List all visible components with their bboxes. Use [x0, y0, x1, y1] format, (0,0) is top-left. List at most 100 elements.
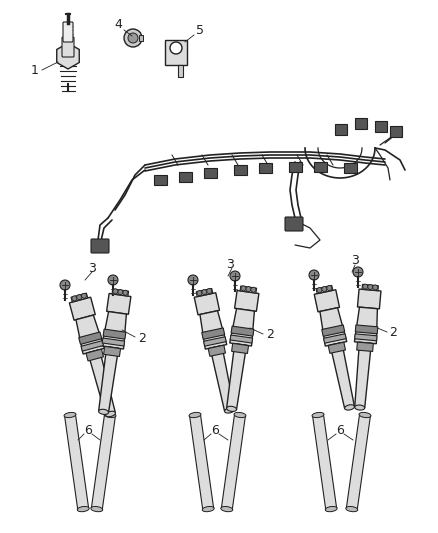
Text: 6: 6 — [336, 424, 344, 437]
Polygon shape — [71, 293, 88, 302]
Polygon shape — [357, 342, 373, 351]
Polygon shape — [230, 309, 254, 346]
Polygon shape — [322, 325, 345, 336]
Circle shape — [113, 289, 118, 294]
FancyBboxPatch shape — [258, 163, 272, 173]
Text: 3: 3 — [351, 254, 359, 266]
Polygon shape — [102, 312, 127, 349]
Polygon shape — [88, 350, 115, 415]
Polygon shape — [320, 308, 347, 346]
Circle shape — [241, 286, 246, 291]
Polygon shape — [92, 414, 116, 510]
Polygon shape — [112, 289, 129, 296]
Ellipse shape — [359, 413, 371, 418]
Polygon shape — [102, 338, 125, 346]
Circle shape — [353, 267, 363, 277]
Circle shape — [72, 296, 77, 301]
Polygon shape — [354, 307, 378, 344]
FancyBboxPatch shape — [285, 217, 303, 231]
Polygon shape — [231, 326, 254, 336]
Ellipse shape — [346, 506, 358, 512]
FancyBboxPatch shape — [374, 120, 386, 132]
Polygon shape — [328, 342, 346, 353]
Polygon shape — [194, 293, 219, 315]
Polygon shape — [64, 414, 88, 510]
Circle shape — [230, 271, 240, 281]
FancyBboxPatch shape — [179, 172, 191, 182]
FancyBboxPatch shape — [204, 167, 216, 177]
Text: 2: 2 — [266, 328, 274, 342]
Circle shape — [170, 42, 182, 54]
FancyBboxPatch shape — [91, 239, 109, 253]
Circle shape — [317, 288, 322, 293]
Circle shape — [368, 285, 373, 289]
FancyBboxPatch shape — [233, 165, 247, 174]
Circle shape — [124, 29, 142, 47]
Circle shape — [128, 33, 138, 43]
Polygon shape — [232, 343, 248, 353]
Circle shape — [327, 286, 332, 290]
Polygon shape — [202, 328, 225, 340]
Ellipse shape — [226, 406, 237, 411]
Polygon shape — [357, 289, 381, 309]
Polygon shape — [316, 286, 333, 294]
Circle shape — [60, 280, 70, 290]
Circle shape — [363, 284, 368, 289]
FancyBboxPatch shape — [354, 117, 367, 128]
Circle shape — [373, 285, 378, 290]
Polygon shape — [196, 288, 213, 297]
Circle shape — [77, 295, 82, 300]
Polygon shape — [355, 334, 377, 341]
Polygon shape — [313, 414, 337, 510]
Polygon shape — [355, 325, 378, 334]
FancyBboxPatch shape — [343, 163, 357, 173]
Circle shape — [197, 290, 202, 296]
Polygon shape — [103, 329, 126, 339]
Polygon shape — [230, 335, 253, 343]
Polygon shape — [314, 290, 339, 312]
Polygon shape — [324, 334, 346, 343]
Ellipse shape — [345, 405, 354, 410]
FancyBboxPatch shape — [335, 124, 346, 134]
Polygon shape — [79, 332, 102, 344]
Text: 2: 2 — [389, 326, 397, 338]
Polygon shape — [362, 284, 378, 290]
Polygon shape — [346, 414, 371, 510]
Ellipse shape — [91, 506, 103, 512]
Text: 1: 1 — [31, 63, 39, 77]
FancyBboxPatch shape — [153, 174, 166, 184]
FancyBboxPatch shape — [314, 161, 326, 172]
Ellipse shape — [64, 413, 76, 418]
Ellipse shape — [106, 411, 116, 417]
Polygon shape — [57, 43, 79, 69]
Polygon shape — [86, 349, 103, 361]
Polygon shape — [210, 345, 234, 411]
FancyBboxPatch shape — [62, 37, 74, 57]
Polygon shape — [104, 346, 120, 357]
Circle shape — [118, 289, 123, 295]
Text: 6: 6 — [211, 424, 219, 437]
Text: 2: 2 — [138, 332, 146, 344]
Polygon shape — [76, 315, 104, 354]
Circle shape — [309, 270, 319, 280]
Circle shape — [251, 287, 256, 292]
Polygon shape — [330, 343, 354, 408]
Ellipse shape — [99, 409, 109, 415]
Ellipse shape — [202, 506, 214, 512]
Polygon shape — [69, 297, 95, 320]
Circle shape — [123, 290, 128, 295]
Polygon shape — [81, 341, 103, 351]
Polygon shape — [99, 346, 119, 413]
Text: 5: 5 — [196, 23, 204, 36]
FancyBboxPatch shape — [63, 22, 73, 42]
FancyBboxPatch shape — [289, 161, 301, 172]
Circle shape — [81, 293, 87, 298]
Circle shape — [246, 287, 251, 292]
Circle shape — [207, 288, 212, 294]
Polygon shape — [240, 286, 257, 293]
Text: 3: 3 — [88, 262, 96, 274]
Bar — [139, 35, 143, 41]
Ellipse shape — [225, 408, 234, 413]
Ellipse shape — [234, 413, 246, 418]
Polygon shape — [208, 345, 226, 357]
